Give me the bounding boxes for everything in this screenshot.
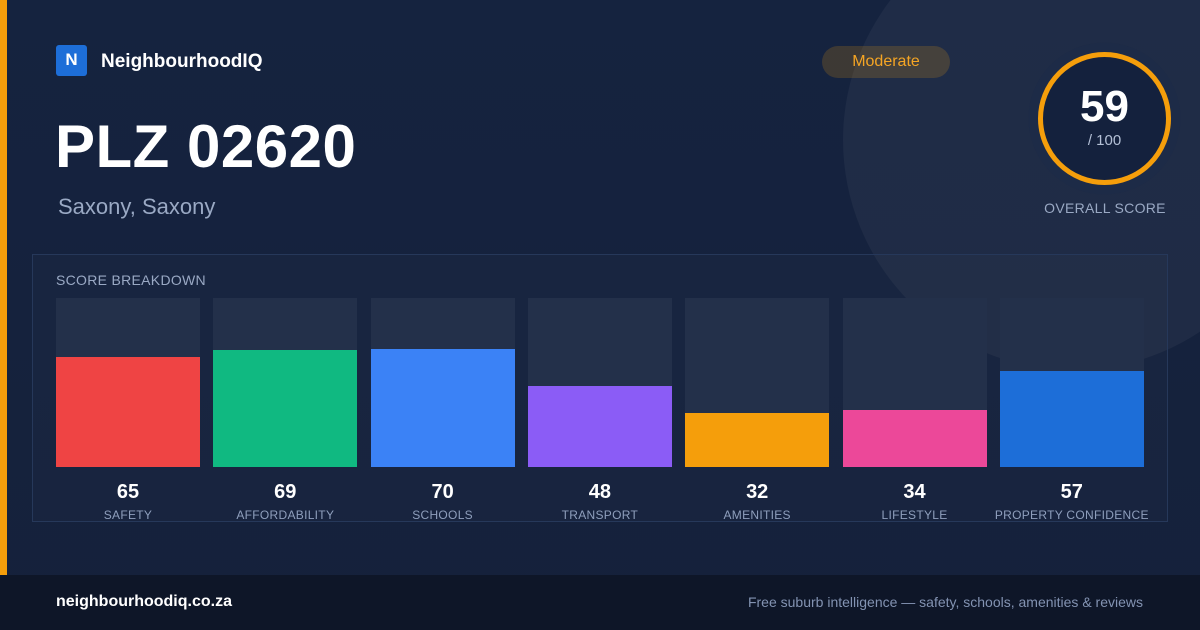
bar-safety [56, 357, 200, 467]
score-breakdown-title: SCORE BREAKDOWN [56, 272, 206, 288]
bar-label: PROPERTY CONFIDENCE [994, 508, 1149, 522]
overall-score-max: / 100 [1087, 132, 1122, 149]
bar-value: 57 [1060, 481, 1083, 503]
accent-bar [0, 0, 7, 575]
rating-badge: Moderate [822, 46, 950, 78]
bar-value: 32 [746, 481, 769, 503]
bar-lifestyle [842, 409, 987, 467]
page-title: PLZ 02620 [55, 113, 357, 180]
bar-label: SCHOOLS [412, 508, 473, 522]
gauge-progress [1038, 52, 1171, 185]
bar-schools [370, 348, 515, 467]
overall-score-caption: OVERALL SCORE [1044, 200, 1166, 216]
footer-tagline: Free suburb intelligence — safety, schoo… [747, 594, 1143, 610]
region-subtitle: Saxony, Saxony [58, 194, 216, 219]
brand[interactable]: N NeighbourhoodIQ [56, 44, 263, 78]
bar-value: 65 [116, 481, 140, 503]
bar-affordability [213, 350, 358, 467]
bar-value: 48 [588, 481, 612, 503]
gauge-ring [1028, 42, 1181, 195]
bar-label: TRANSPORT [561, 508, 639, 522]
bar-value: 34 [903, 481, 926, 503]
bar-label: AMENITIES [723, 508, 791, 522]
footer: neighbourhoodiq.co.za Free suburb intell… [0, 575, 1200, 630]
bar-value: 70 [431, 481, 454, 503]
footer-url[interactable]: neighbourhoodiq.co.za [56, 593, 232, 610]
score-breakdown-panel [32, 254, 1168, 522]
overall-score-gauge: 59 / 100 [1028, 42, 1181, 195]
bar-label: AFFORDABILITY [236, 508, 335, 522]
brand-logo: N [56, 44, 87, 76]
overall-score-value: 59 [1080, 82, 1129, 131]
bar-property-confidence [999, 370, 1144, 467]
bar-value: 69 [274, 481, 297, 503]
bar-label: SAFETY [103, 508, 153, 522]
bar-label: LIFESTYLE [881, 508, 948, 522]
brand-name: NeighbourhoodIQ [101, 51, 263, 72]
bar-amenities [685, 412, 830, 467]
bar-transport [527, 385, 672, 467]
